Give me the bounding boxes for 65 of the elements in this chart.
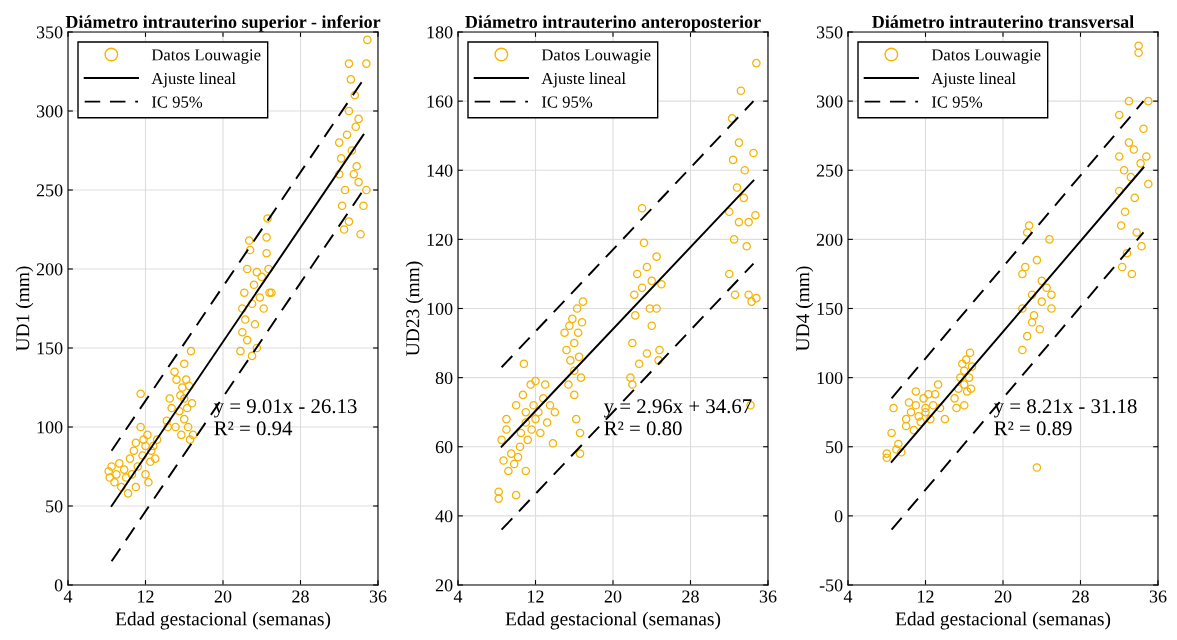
y-tick-label: 160 (427, 95, 453, 108)
legend-label: Datos Louwagie (541, 49, 651, 64)
x-tick-label: 28 (292, 590, 309, 603)
y-tick-label: 50 (46, 500, 63, 513)
legend-label: Ajuste lineal (931, 72, 1016, 88)
legend-label: IC 95% (151, 96, 203, 108)
x-tick-label: 20 (604, 590, 622, 603)
legend-label: Datos Louwagie (151, 49, 261, 64)
y-tick-label: 0 (54, 579, 63, 592)
y-tick-label: 100 (37, 421, 63, 434)
x-tick-label: 28 (1072, 590, 1089, 603)
y-tick-label: 180 (427, 26, 453, 39)
y-tick-label: 350 (36, 26, 63, 39)
x-tick-label: 4 (843, 590, 853, 603)
x-tick-label: 20 (214, 590, 232, 603)
y-tick-label: 250 (36, 184, 63, 197)
x-tick-label: 36 (759, 590, 777, 603)
y-tick-label: 250 (816, 164, 843, 177)
y-tick-label: 0 (834, 510, 843, 523)
y-tick-label: 100 (817, 371, 843, 385)
y-tick-label: 20 (435, 579, 453, 592)
annotation: R² = 0.89 (994, 421, 1072, 436)
x-tick-label: 12 (918, 590, 934, 603)
y-tick-label: 200 (816, 233, 843, 246)
annotation: R² = 0.80 (604, 421, 682, 436)
y-axis-title: UD4 (mm) (795, 266, 814, 352)
annotation: y = 9.01x - 26.13 (213, 399, 357, 418)
y-tick-label: 350 (816, 26, 843, 39)
annotation: y = 8.21x - 31.18 (993, 399, 1137, 418)
y-tick-label: 300 (36, 105, 63, 118)
y-tick-label: 150 (37, 342, 63, 355)
x-tick-label: 36 (369, 590, 387, 603)
x-tick-label: 36 (1149, 590, 1167, 603)
y-tick-label: 40 (435, 510, 453, 523)
legend-label: Datos Louwagie (931, 49, 1041, 64)
y-tick-label: 200 (36, 263, 63, 276)
y-tick-label: 150 (817, 302, 843, 315)
y-tick-label: 140 (427, 164, 453, 177)
legend-label: IC 95% (541, 96, 593, 108)
x-axis-title: Edad gestacional (semanas) (505, 611, 721, 630)
x-tick-label: 12 (138, 590, 154, 603)
y-tick-label: 80 (435, 371, 453, 385)
x-tick-label: 4 (63, 590, 73, 603)
chart-title: Diámetro intrauterino anteroposterior (465, 15, 761, 32)
x-tick-label: 12 (528, 590, 544, 603)
y-tick-label: -50 (819, 579, 843, 592)
legend-label: IC 95% (931, 96, 983, 108)
legend-label: Ajuste lineal (541, 72, 626, 88)
x-axis-title: Edad gestacional (semanas) (115, 611, 331, 630)
x-axis-title: Edad gestacional (semanas) (895, 611, 1111, 630)
annotation: y = 2.96x + 34.67 (603, 399, 752, 418)
y-tick-label: 50 (826, 441, 843, 454)
chart-title: Diámetro intrauterino transversal (872, 15, 1134, 29)
chart-title: Diámetro intrauterino superior - inferior (65, 15, 381, 32)
legend-label: Ajuste lineal (151, 72, 236, 88)
annotation: R² = 0.94 (214, 421, 293, 436)
y-tick-label: 120 (427, 233, 453, 246)
x-tick-label: 4 (453, 590, 463, 603)
y-tick-label: 100 (427, 302, 453, 315)
y-axis-title: UD1 (mm) (15, 266, 34, 352)
x-tick-label: 20 (994, 590, 1012, 603)
y-tick-label: 300 (816, 95, 843, 108)
x-tick-label: 28 (682, 590, 699, 603)
y-tick-label: 60 (435, 441, 453, 454)
y-axis-title: UD23 (mm) (405, 261, 424, 356)
